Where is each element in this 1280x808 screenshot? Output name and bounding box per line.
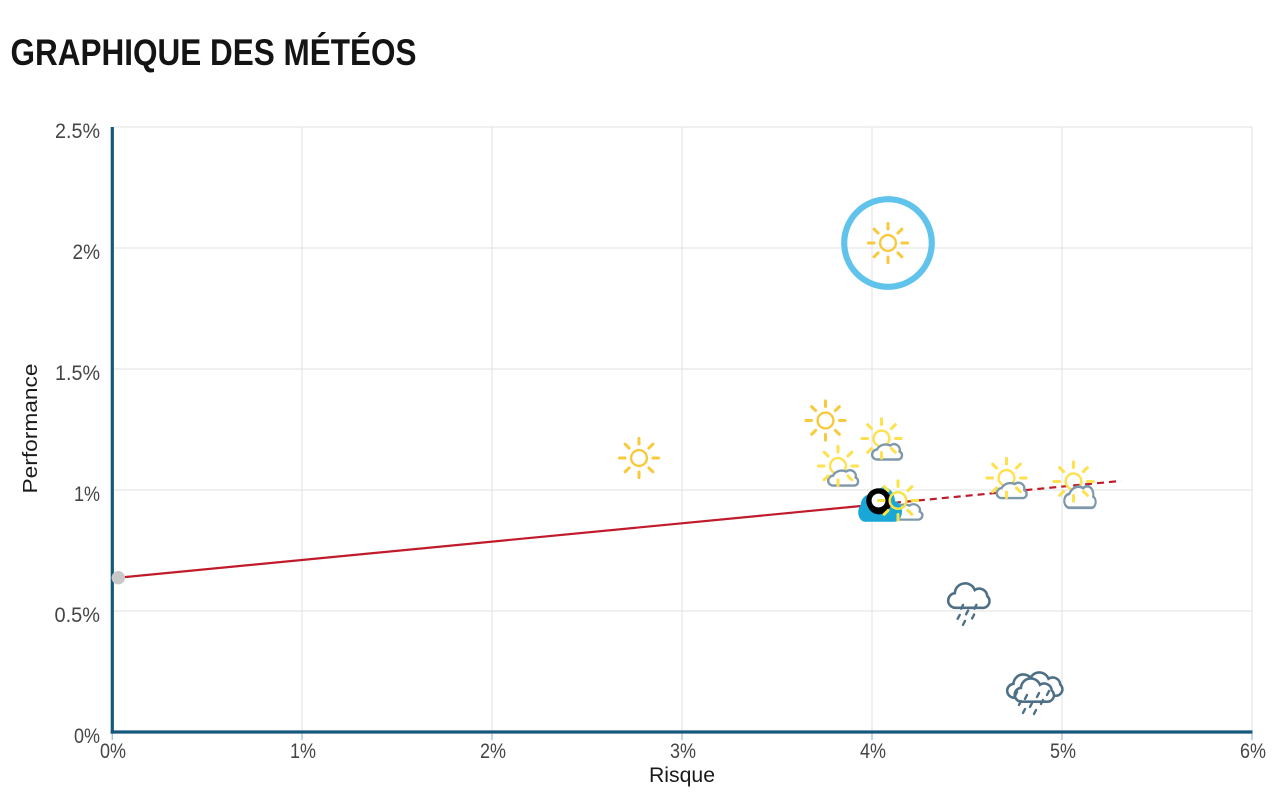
svg-text:1.5%: 1.5% — [55, 362, 100, 385]
svg-text:2%: 2% — [73, 241, 101, 264]
svg-text:6%: 6% — [1240, 740, 1266, 763]
svg-text:0%: 0% — [100, 740, 126, 763]
svg-text:2.5%: 2.5% — [55, 120, 100, 143]
svg-text:4%: 4% — [860, 740, 886, 763]
svg-text:GRAPHIQUE DES MÉTÉOS: GRAPHIQUE DES MÉTÉOS — [11, 32, 417, 73]
svg-text:0%: 0% — [74, 725, 100, 748]
svg-text:1%: 1% — [290, 740, 316, 763]
svg-text:2%: 2% — [480, 740, 506, 763]
svg-text:5%: 5% — [1050, 740, 1076, 763]
svg-text:1%: 1% — [74, 483, 100, 506]
svg-text:3%: 3% — [670, 740, 696, 763]
svg-text:0.5%: 0.5% — [55, 604, 101, 627]
svg-text:Performance: Performance — [20, 364, 42, 494]
svg-text:Risque: Risque — [649, 764, 715, 787]
